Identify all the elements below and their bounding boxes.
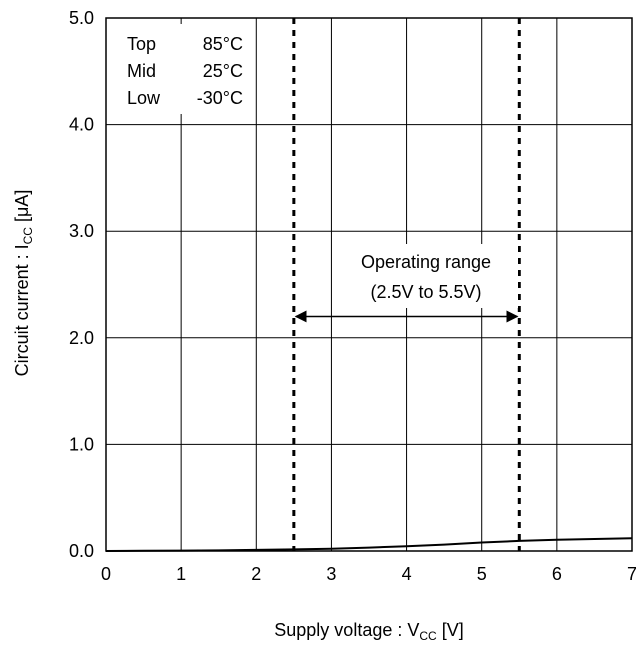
y-tick-label: 3.0: [69, 221, 94, 241]
y-axis-title: Circuit current : ICC [μA]: [12, 190, 35, 377]
operating-range-annotation: Operating range (2.5V to 5.5V): [294, 244, 519, 323]
annotation-line-1: Operating range: [361, 252, 491, 272]
y-tick-label: 0.0: [69, 541, 94, 561]
annotation-line-2: (2.5V to 5.5V): [370, 282, 481, 302]
x-tick-label: 0: [101, 564, 111, 584]
y-tick-label: 5.0: [69, 8, 94, 28]
x-tick-labels: 0 1 2 3 4 5 6 7: [101, 564, 636, 584]
operating-range-lines: [292, 18, 521, 551]
series-group: [105, 537, 633, 552]
y-tick-labels: 0.0 1.0 2.0 3.0 4.0 5.0: [69, 8, 94, 561]
annotation-background: [336, 244, 518, 308]
x-tick-label: 6: [552, 564, 562, 584]
y-tick-label: 4.0: [69, 115, 94, 135]
x-tick-label: 7: [627, 564, 636, 584]
x-tick-label: 1: [176, 564, 186, 584]
x-axis-title: Supply voltage : VCC [V]: [274, 620, 463, 643]
legend-value-mid: 25°C: [203, 61, 243, 81]
legend: Top 85°C Mid 25°C Low -30°C: [114, 24, 254, 114]
y-tick-label: 2.0: [69, 328, 94, 348]
legend-name-top: Top: [127, 34, 156, 54]
legend-box: [114, 24, 254, 114]
legend-value-low: -30°C: [197, 88, 243, 108]
legend-name-low: Low: [127, 88, 161, 108]
x-tick-label: 5: [477, 564, 487, 584]
plot-frame: [105, 17, 633, 552]
series-line: [105, 537, 633, 552]
x-tick-label: 4: [402, 564, 412, 584]
x-tick-label: 2: [251, 564, 261, 584]
legend-name-mid: Mid: [127, 61, 156, 81]
legend-value-top: 85°C: [203, 34, 243, 54]
x-tick-label: 3: [326, 564, 336, 584]
y-tick-label: 1.0: [69, 434, 94, 454]
